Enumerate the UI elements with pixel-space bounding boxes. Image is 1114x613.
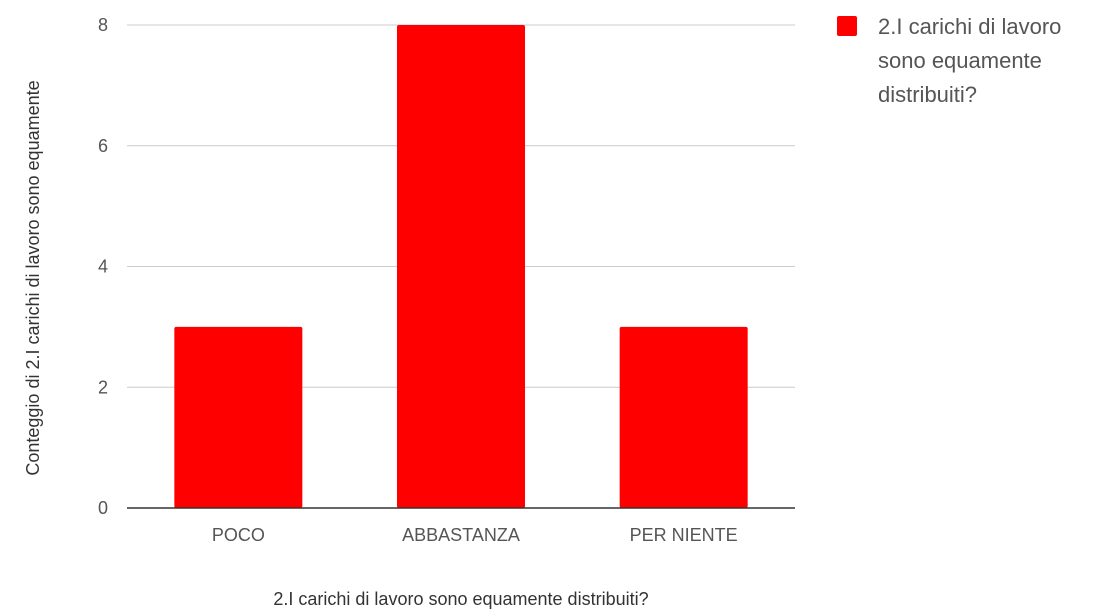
legend-label-line: distribuiti? [878, 82, 977, 107]
x-tick-label: POCO [212, 525, 265, 545]
y-tick-label: 6 [98, 136, 108, 156]
y-tick-label: 8 [98, 15, 108, 35]
y-tick-label: 0 [98, 498, 108, 518]
bars [174, 25, 748, 508]
x-tick-labels: POCO ABBASTANZA PER NIENTE [212, 525, 738, 545]
legend-label-line: sono equamente [878, 48, 1042, 73]
bar-per-niente [619, 326, 748, 508]
bar-abbastanza [397, 25, 525, 508]
x-axis-title: 2.I carichi di lavoro sono equamente dis… [273, 589, 648, 609]
y-tick-label: 4 [98, 257, 108, 277]
y-tick-labels: 0 2 4 6 8 [98, 15, 108, 518]
x-tick-label: ABBASTANZA [402, 525, 520, 545]
bar-poco [174, 326, 303, 508]
x-tick-label: PER NIENTE [630, 525, 738, 545]
legend-swatch [837, 16, 857, 36]
y-tick-label: 2 [98, 377, 108, 397]
legend: 2.I carichi di lavoro sono equamente dis… [837, 14, 1061, 107]
y-axis-title: Conteggio di 2.I carichi di lavoro sono … [23, 80, 43, 475]
legend-label-line: 2.I carichi di lavoro [878, 14, 1061, 39]
